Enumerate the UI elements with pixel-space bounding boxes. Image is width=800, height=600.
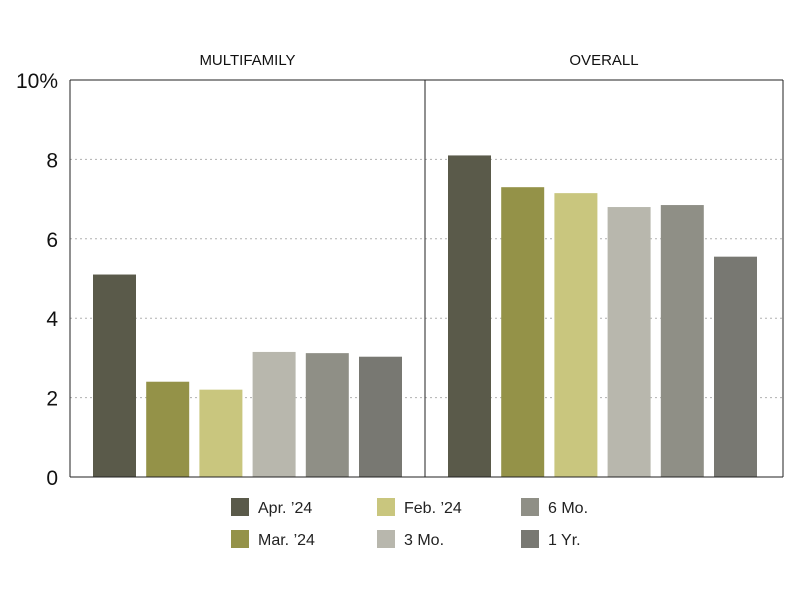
legend-label: 1 Yr.: [548, 532, 581, 549]
bar: [501, 187, 545, 477]
y-tick-label: 8: [46, 149, 58, 172]
legend-swatch: [521, 530, 539, 548]
bar: [146, 381, 190, 477]
bar: [660, 205, 704, 477]
y-tick-label: 10%: [16, 70, 58, 93]
bar: [93, 274, 136, 477]
legend-label: Mar. ’24: [258, 532, 315, 549]
legend-label: 6 Mo.: [548, 500, 588, 517]
legend-swatch: [231, 498, 249, 516]
bar: [448, 155, 491, 477]
legend-item: Mar. ’24: [231, 530, 315, 549]
legend-swatch: [377, 498, 395, 516]
panel-title: OVERALL: [569, 52, 638, 69]
legend: Apr. ’24 Mar. ’24 Feb. ’24 3 Mo. 6 Mo. 1 Yr.: [231, 498, 588, 549]
gridlines: [70, 158, 783, 399]
legend-item: Apr. ’24: [231, 498, 312, 517]
legend-label: Apr. ’24: [258, 500, 312, 517]
bar: [607, 207, 651, 478]
bar: [714, 256, 757, 477]
y-tick-label: 4: [46, 308, 58, 331]
bar: [305, 353, 349, 477]
legend-item: 6 Mo.: [521, 498, 588, 517]
legend-label: 3 Mo.: [404, 532, 444, 549]
legend-item: Feb. ’24: [377, 498, 462, 517]
bars: [93, 155, 757, 478]
bar: [554, 193, 598, 477]
y-tick-label: 0: [46, 467, 58, 490]
bar: [252, 351, 296, 477]
axes: [69, 79, 784, 478]
legend-swatch: [377, 530, 395, 548]
y-tick-label: 2: [46, 388, 58, 411]
bar: [199, 389, 243, 477]
panel-title: MULTIFAMILY: [199, 52, 295, 69]
y-tick-label: 6: [46, 229, 58, 252]
panel-titles: MULTIFAMILY OVERALL: [199, 52, 638, 69]
legend-item: 1 Yr.: [521, 530, 581, 549]
legend-swatch: [231, 530, 249, 548]
bar: [359, 356, 402, 477]
y-axis-ticks: 0 2 4 6 8 10%: [16, 70, 58, 490]
legend-item: 3 Mo.: [377, 530, 444, 549]
legend-swatch: [521, 498, 539, 516]
legend-label: Feb. ’24: [404, 500, 462, 517]
